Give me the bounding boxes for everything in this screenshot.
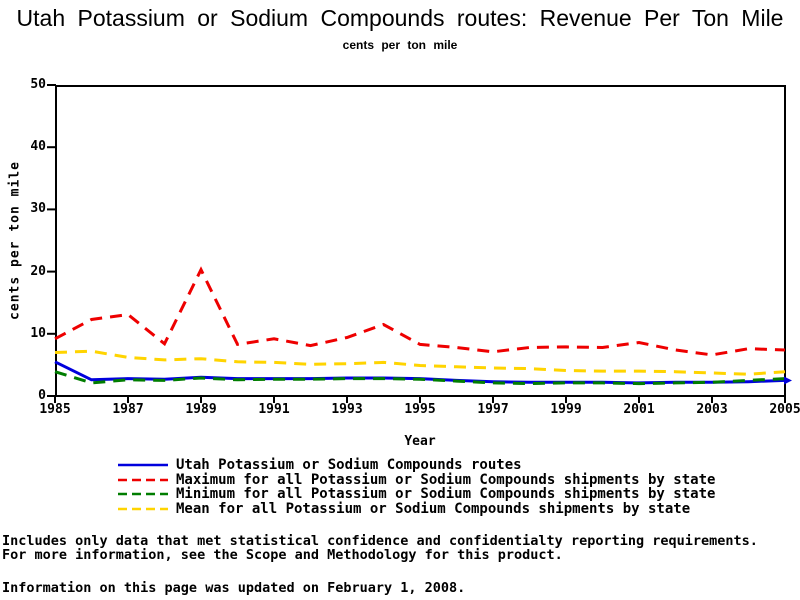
legend-line-sample [118,478,168,482]
legend-item: Maximum for all Potassium or Sodium Comp… [118,471,716,488]
x-tick-label: 1999 [550,402,582,417]
x-tick-label: 1995 [404,402,436,417]
footnote-line-2: For more information, see the Scope and … [2,547,563,563]
updated-note: Information on this page was updated on … [2,580,466,596]
legend-item: Utah Potassium or Sodium Compounds route… [118,457,715,474]
legend-label: Mean for all Potassium or Sodium Compoun… [176,501,691,518]
series-line-1 [54,266,786,357]
x-tick-label: 1993 [331,402,363,417]
chart-subtitle: cents per ton mile [342,38,458,52]
x-tick-label: 1985 [39,402,71,417]
y-axis-title: cents per ton mile [7,161,23,320]
x-tick-label: 1987 [112,402,144,417]
footnote-line-1: Includes only data that met statistical … [2,533,758,549]
legend-line-sample [118,493,168,496]
x-tick-label: 1989 [185,402,217,417]
legend-line-sample [118,507,168,511]
plot-frame [55,85,786,397]
legend-item: Mean for all Potassium or Sodium Compoun… [118,501,715,518]
legend-label: Utah Potassium or Sodium Compounds route… [176,457,522,474]
legend: Utah Potassium or Sodium Compounds route… [118,457,716,518]
line-end-arrow-icon [784,376,792,385]
x-axis-title: Year [404,434,436,449]
legend-label: Maximum for all Potassium or Sodium Comp… [176,471,716,488]
y-tick-label: 20 [30,263,46,279]
y-tick-label: 10 [30,325,46,341]
y-tick-label: 0 [38,388,46,403]
series-line-3 [54,349,786,376]
legend-item: Minimum for all Potassium or Sodium Comp… [118,486,716,503]
x-tick-label: 2005 [769,402,800,417]
x-tick-label: 2003 [696,402,728,417]
y-tick-label: 40 [30,139,46,155]
y-tick-label: 50 [30,77,46,92]
series-line-2 [54,370,786,386]
plot-area [47,84,792,403]
legend-line-sample [118,464,168,467]
x-tick-label: 2001 [623,402,655,417]
x-tick-label: 1997 [477,402,509,417]
chart-title: Utah Potassium or Sodium Compounds route… [16,5,784,31]
y-tick-label: 30 [30,201,46,217]
x-tick-label: 1991 [258,402,290,417]
legend-label: Minimum for all Potassium or Sodium Comp… [176,486,716,503]
